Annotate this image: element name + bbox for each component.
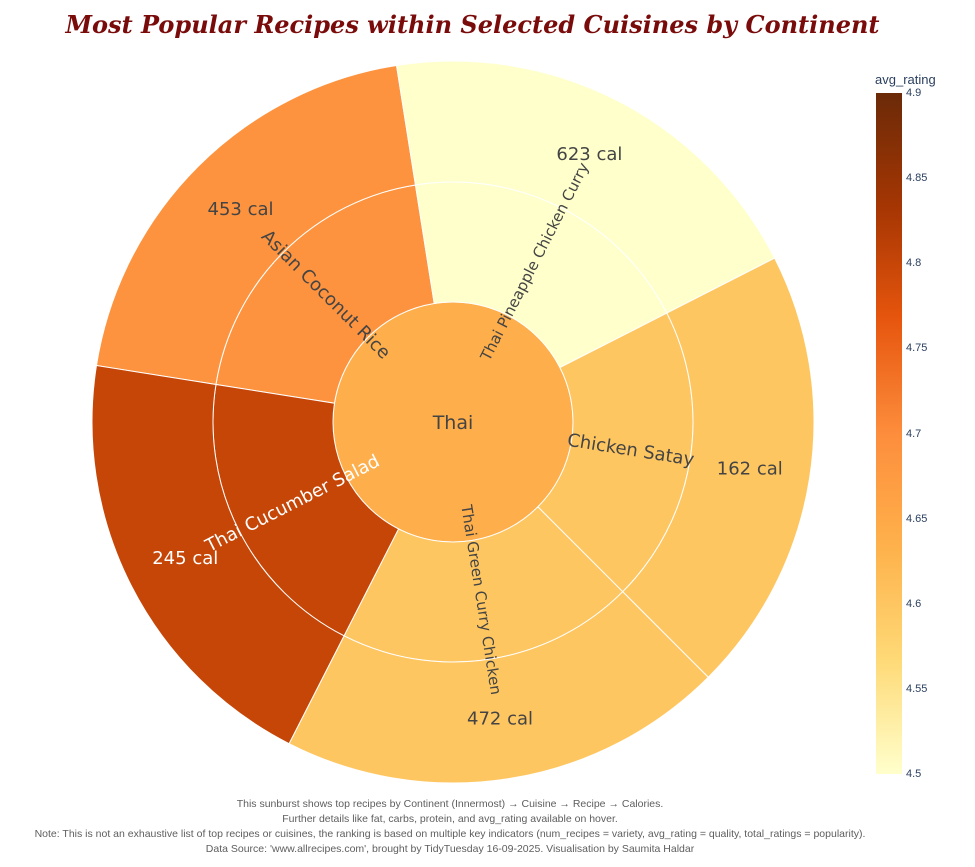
calorie-segment-chicken-satay[interactable] [621,257,815,678]
calorie-label-thai-pineapple-chicken-curry: 623 cal [556,144,622,165]
colorbar-tick: 4.85 [906,172,928,185]
colorbar-tick: 4.65 [906,512,928,525]
colorbar-tick: 4.7 [906,427,922,440]
colorbar-tick: 4.75 [906,342,928,355]
footnote-line-1: This sunburst shows top recipes by Conti… [236,798,664,810]
footnote-line-2: Further details like fat, carbs, protein… [282,813,618,825]
colorbar-tick: 4.9 [906,87,922,99]
calorie-segment-asian-coconut-rice[interactable] [95,64,417,386]
calorie-segment-thai-pineapple-chicken-curry[interactable] [395,60,776,314]
colorbar-tick: 4.5 [906,768,922,780]
calorie-label-thai-green-curry-chicken: 472 cal [467,708,533,729]
colorbar-tick: 4.8 [906,257,922,270]
sunburst-rings [91,60,815,784]
colorbar-tick: 4.6 [906,597,922,610]
footnote-line-3: Note: This is not an exhaustive list of … [34,828,866,840]
colorbar-tick: 4.55 [906,682,928,695]
calorie-segment-thai-cucumber-salad[interactable] [91,364,345,745]
calorie-label-thai-cucumber-salad: 245 cal [152,548,218,569]
root-label: Thai [432,412,474,434]
calorie-label-chicken-satay: 162 cal [717,459,783,480]
footnote-line-4: Data Source: 'www.allrecipes.com', broug… [205,843,695,855]
colorbar-title: avg_rating [875,72,936,87]
calorie-segment-thai-green-curry-chicken[interactable] [288,590,709,784]
chart-title: Most Popular Recipes within Selected Cui… [65,10,880,39]
colorbar [876,93,902,774]
calorie-label-asian-coconut-rice: 453 cal [208,199,274,220]
footnote: This sunburst shows top recipes by Conti… [0,797,900,857]
